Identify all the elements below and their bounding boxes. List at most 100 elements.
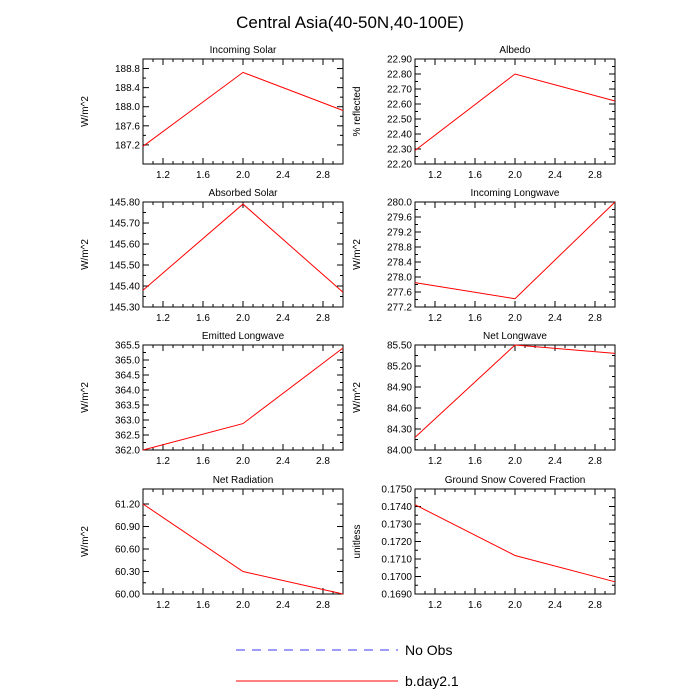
x-tick-label: 1.6 <box>196 456 210 467</box>
x-tick-label: 2.4 <box>548 600 562 611</box>
x-tick-label: 2.4 <box>548 170 562 181</box>
x-tick-label: 1.2 <box>156 170 170 181</box>
x-tick-label: 2.0 <box>236 170 250 181</box>
x-tick-label: 2.0 <box>508 456 522 467</box>
x-tick-label: 2.4 <box>276 170 290 181</box>
panel-emitted-longwave: Emitted Longwave 1.2 1.6 2.0 2.4 2.8 362.0 362.… <box>80 331 344 467</box>
y-tick-label: 188.8 <box>115 64 140 75</box>
series-line-b-day2-1 <box>142 503 344 595</box>
y-axis-label: W/m^2 <box>80 96 91 127</box>
panels: Incoming Solar 1.2 1.6 2.0 2.4 2.8 187.2 187.6 1… <box>80 45 616 611</box>
y-tick-label: 85.50 <box>387 341 412 352</box>
series-line-b-day2-1 <box>142 203 344 293</box>
x-tick-label: 1.6 <box>468 456 482 467</box>
y-tick-label: 280.0 <box>387 198 412 209</box>
y-axis-label: W/m^2 <box>80 239 91 270</box>
panel-net-longwave: Net Longwave 1.2 1.6 2.0 2.4 2.8 84.00 84.30 84.… <box>352 331 616 467</box>
y-axis-label: % reflected <box>352 86 363 136</box>
y-tick-label: 85.20 <box>387 362 412 373</box>
y-tick-label: 364.0 <box>115 386 140 397</box>
y-tick-label: 60.60 <box>115 545 140 556</box>
x-tick-label: 2.0 <box>236 456 250 467</box>
panel-incoming-longwave: Incoming Longwave 1.2 1.6 2.0 2.4 2.8 277.2 277… <box>352 188 616 324</box>
series-line-b-day2-1 <box>414 504 616 583</box>
x-tick-label: 2.8 <box>316 456 330 467</box>
series-line-b-day2-1 <box>142 347 344 451</box>
panel-title: Absorbed Solar <box>209 188 279 199</box>
y-tick-label: 0.1710 <box>381 555 412 566</box>
y-tick-label: 278.0 <box>387 273 412 284</box>
series-line-b-day2-1 <box>142 71 344 147</box>
panel-title: Albedo <box>499 45 531 56</box>
y-tick-label: 362.0 <box>115 446 140 457</box>
y-tick-label: 145.50 <box>109 261 140 272</box>
x-tick-label: 1.2 <box>428 600 442 611</box>
y-tick-label: 60.30 <box>115 567 140 578</box>
panel-absorbed-solar: Absorbed Solar 1.2 1.6 2.0 2.4 2.8 145.30 145.4… <box>80 188 344 324</box>
y-tick-label: 145.40 <box>109 282 140 293</box>
legend-label-no-obs: No Obs <box>405 642 452 658</box>
y-tick-label: 22.60 <box>387 100 412 111</box>
plot-frame <box>414 344 616 451</box>
y-tick-label: 22.50 <box>387 115 412 126</box>
x-tick-label: 2.4 <box>276 456 290 467</box>
y-tick-label: 188.0 <box>115 102 140 113</box>
legend-label-b-day2-1: b.day2.1 <box>405 673 459 689</box>
x-tick-label: 1.2 <box>156 313 170 324</box>
x-tick-label: 2.8 <box>588 313 602 324</box>
y-tick-label: 61.20 <box>115 500 140 511</box>
y-axis-label: W/m^2 <box>352 239 363 270</box>
y-tick-label: 363.5 <box>115 401 140 412</box>
plot-frame <box>142 58 344 165</box>
panel-ground-snow-covered-fraction: Ground Snow Covered Fraction 1.2 1.6 2.0 2.4… <box>352 475 616 611</box>
plot-frame <box>414 488 616 595</box>
x-tick-label: 2.0 <box>508 600 522 611</box>
y-tick-label: 60.00 <box>115 590 140 601</box>
y-tick-label: 0.1700 <box>381 572 412 583</box>
y-tick-label: 145.30 <box>109 303 140 314</box>
y-tick-label: 22.90 <box>387 55 412 66</box>
x-tick-label: 1.6 <box>196 170 210 181</box>
x-tick-label: 2.8 <box>316 313 330 324</box>
x-tick-label: 2.4 <box>548 456 562 467</box>
plot-frame <box>414 58 616 165</box>
x-tick-label: 1.6 <box>196 600 210 611</box>
y-tick-label: 0.1690 <box>381 590 412 601</box>
x-tick-label: 1.6 <box>468 170 482 181</box>
y-tick-label: 279.2 <box>387 228 412 239</box>
series-line-b-day2-1 <box>414 344 616 438</box>
x-tick-label: 1.2 <box>156 600 170 611</box>
x-tick-label: 1.2 <box>428 313 442 324</box>
series-line-b-day2-1 <box>414 201 616 300</box>
panel-title: Emitted Longwave <box>202 331 285 342</box>
x-tick-label: 1.2 <box>428 456 442 467</box>
y-tick-label: 22.20 <box>387 160 412 171</box>
x-tick-label: 2.4 <box>276 600 290 611</box>
y-tick-label: 84.30 <box>387 425 412 436</box>
y-tick-label: 84.60 <box>387 404 412 415</box>
y-tick-label: 365.5 <box>115 341 140 352</box>
x-tick-label: 2.8 <box>588 600 602 611</box>
y-tick-label: 145.80 <box>109 198 140 209</box>
y-tick-label: 84.00 <box>387 446 412 457</box>
panel-title: Incoming Longwave <box>471 188 560 199</box>
y-tick-label: 279.6 <box>387 213 412 224</box>
panel-title: Net Radiation <box>213 475 274 486</box>
x-tick-label: 2.8 <box>588 170 602 181</box>
y-tick-label: 278.4 <box>387 258 412 269</box>
y-tick-label: 145.70 <box>109 219 140 230</box>
y-tick-label: 0.1750 <box>381 485 412 496</box>
x-tick-label: 2.0 <box>236 313 250 324</box>
y-tick-label: 187.6 <box>115 121 140 132</box>
y-tick-label: 0.1720 <box>381 537 412 548</box>
x-tick-label: 2.0 <box>236 600 250 611</box>
panel-albedo: Albedo 1.2 1.6 2.0 2.4 2.8 22.20 22.30 22.40 22.5… <box>352 45 616 181</box>
x-tick-label: 1.6 <box>196 313 210 324</box>
y-axis-label: W/m^2 <box>80 382 91 413</box>
x-tick-label: 1.2 <box>156 456 170 467</box>
y-tick-label: 22.80 <box>387 70 412 81</box>
y-tick-label: 0.1740 <box>381 502 412 513</box>
x-tick-label: 1.2 <box>428 170 442 181</box>
x-tick-label: 2.8 <box>316 600 330 611</box>
